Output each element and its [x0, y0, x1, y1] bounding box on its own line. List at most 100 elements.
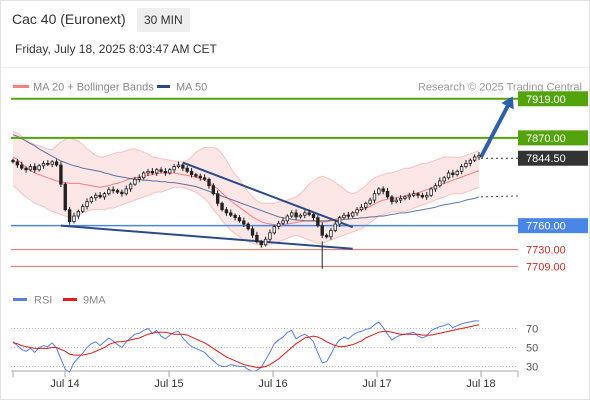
candle: [215, 190, 220, 207]
level-label: 7844.50: [526, 153, 566, 165]
level-label: 7709.00: [526, 261, 566, 273]
candle-body: [316, 217, 320, 227]
candle-body: [94, 194, 98, 199]
header-divider: [1, 67, 589, 68]
candle: [337, 215, 342, 227]
candle: [202, 174, 207, 182]
candle-body: [337, 217, 342, 225]
candle: [355, 207, 359, 216]
candle: [54, 159, 59, 167]
candle: [146, 168, 150, 176]
candle: [442, 176, 446, 184]
legend-swatch-bollinger: [13, 85, 29, 88]
timeframe-badge[interactable]: 30 MIN: [137, 8, 190, 32]
candle-body: [468, 159, 472, 164]
candle: [59, 161, 63, 188]
candle-body: [455, 170, 459, 175]
projection-arrow: [479, 102, 511, 158]
candle: [250, 226, 255, 239]
candle-body: [115, 190, 120, 193]
candle-body: [124, 188, 128, 195]
legend-swatch-ma50: [157, 85, 170, 88]
x-tick-label: Jul 15: [154, 378, 183, 390]
candle-body: [229, 212, 233, 216]
candle-body: [215, 193, 220, 204]
candle-body: [20, 164, 24, 169]
candle: [80, 203, 85, 214]
candle-body: [298, 214, 303, 218]
candle: [198, 173, 202, 181]
candle: [364, 201, 368, 211]
candle: [403, 195, 407, 201]
candle: [242, 217, 246, 227]
candle: [102, 191, 107, 200]
candle: [115, 188, 120, 194]
candle-body: [111, 189, 115, 192]
candle-body: [329, 230, 333, 238]
candle-body: [24, 167, 28, 171]
level-label-box: [518, 150, 588, 166]
trendlines: [60, 96, 514, 250]
candle-body: [28, 166, 33, 171]
candle: [342, 212, 346, 220]
instrument-title: Cac 40 (Euronext): [12, 11, 126, 27]
candle: [155, 168, 159, 176]
legend-swatch-rsi: [13, 298, 27, 301]
candle-body: [324, 234, 329, 238]
candle-body: [307, 212, 311, 215]
candle: [172, 164, 176, 173]
candle-body: [255, 234, 259, 243]
candle: [89, 195, 94, 204]
candle-body: [411, 193, 416, 196]
candle: [76, 209, 81, 220]
candle: [285, 214, 290, 224]
candle-body: [464, 163, 468, 167]
moving-averages: [12, 134, 519, 226]
trendline-resistance: [182, 161, 354, 229]
candle-body: [85, 201, 89, 207]
candle-body: [416, 193, 420, 196]
datetime-label: Friday, July 18, 2025 8:03:47 AM CET: [15, 42, 217, 56]
candle-body: [202, 177, 207, 180]
candle-body: [351, 212, 355, 217]
candle: [472, 154, 477, 162]
candle: [211, 183, 216, 196]
candle-body: [89, 197, 94, 203]
candle-body: [63, 183, 67, 211]
candle-body: [150, 170, 155, 174]
candle: [433, 183, 438, 192]
candle: [246, 222, 250, 231]
candle-body: [141, 172, 146, 179]
x-tick-label: Jul 17: [362, 378, 391, 390]
candle-body: [194, 174, 198, 177]
x-tick-label: Jul 14: [50, 378, 79, 390]
candle: [63, 182, 67, 212]
candle-body: [250, 228, 255, 236]
candle: [290, 210, 294, 218]
candles: [11, 152, 481, 269]
candle-body: [272, 226, 277, 234]
candle-body: [107, 189, 111, 195]
candle: [455, 169, 459, 177]
candle: [276, 220, 281, 230]
rsi-panel: 70 50 30: [11, 320, 538, 374]
candle: [263, 236, 268, 247]
candle: [28, 164, 33, 172]
candle-body: [59, 164, 63, 185]
legend-label-bollinger: MA 20 + Bollinger Bands: [33, 82, 154, 94]
x-tick-label: Jul 16: [258, 378, 287, 390]
candle-body: [459, 166, 464, 172]
candle-body: [198, 175, 202, 179]
candle: [385, 187, 390, 199]
level-labels: 7919.00 7870.00 7844.50 7760.00 7730.00 7709.…: [518, 91, 588, 273]
candle: [159, 167, 163, 174]
candle: [316, 215, 320, 228]
candle: [233, 213, 237, 221]
candle-body: [477, 155, 481, 158]
candle: [390, 195, 394, 205]
candle-body: [263, 238, 268, 246]
candle-body: [211, 185, 216, 195]
level-label-box: [518, 218, 588, 234]
candle: [281, 217, 285, 226]
